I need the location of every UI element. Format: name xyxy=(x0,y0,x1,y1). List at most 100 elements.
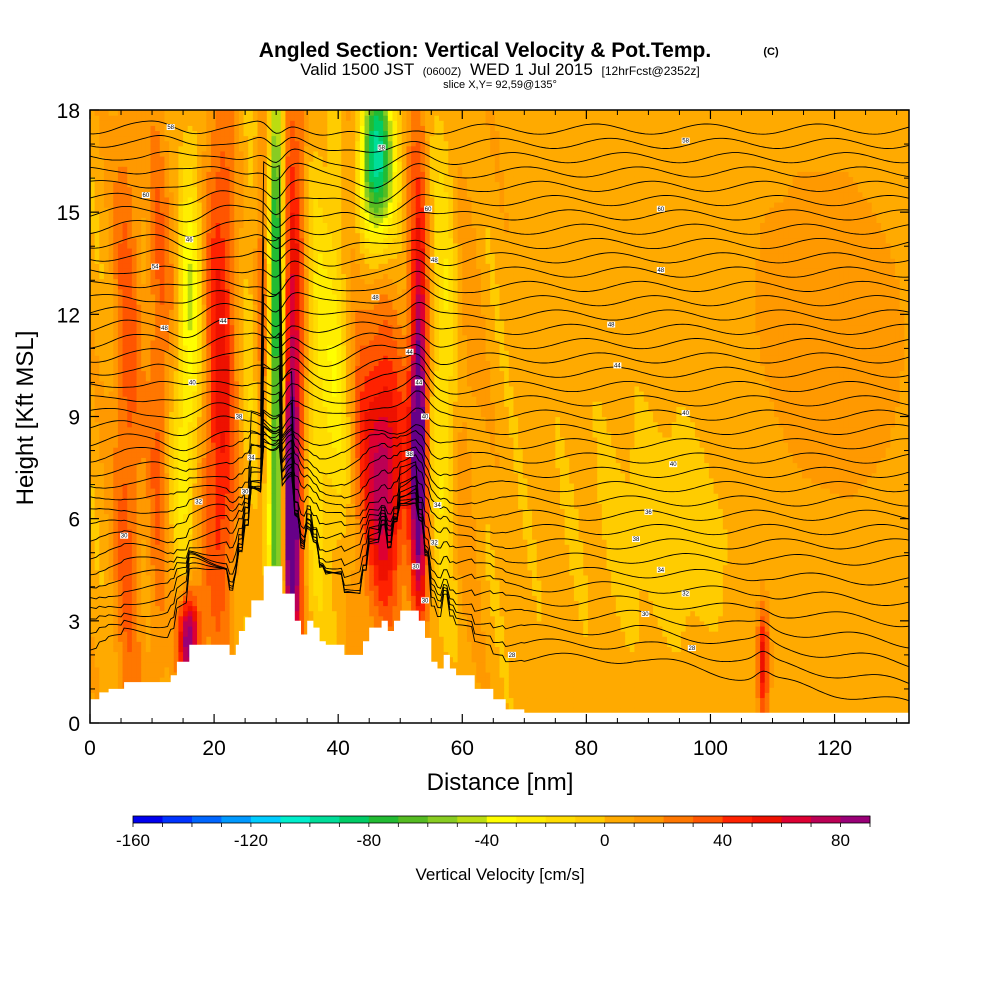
velocity-cell xyxy=(141,115,147,121)
velocity-cell xyxy=(197,426,203,433)
velocity-cell xyxy=(150,518,156,525)
velocity-cell xyxy=(234,380,240,387)
velocity-cell xyxy=(159,242,166,249)
velocity-cell xyxy=(113,595,119,601)
velocity-cell xyxy=(234,467,240,474)
velocity-cell xyxy=(187,115,193,121)
velocity-cell xyxy=(248,150,254,157)
velocity-cell xyxy=(90,145,96,152)
velocity-cell xyxy=(113,661,119,668)
velocity-cell xyxy=(127,263,133,269)
velocity-cell xyxy=(201,258,207,264)
velocity-cell xyxy=(210,171,217,178)
velocity-cell xyxy=(215,319,221,326)
velocity-cell xyxy=(136,125,142,132)
velocity-cell xyxy=(178,482,184,489)
velocity-cell xyxy=(276,360,282,367)
velocity-cell xyxy=(117,360,124,367)
velocity-cell xyxy=(90,671,96,678)
velocity-cell xyxy=(159,227,166,234)
velocity-cell xyxy=(229,207,235,213)
velocity-cell xyxy=(90,411,96,418)
velocity-cell xyxy=(103,232,110,239)
velocity-cell xyxy=(206,125,212,132)
velocity-cell xyxy=(164,319,170,326)
velocity-cell xyxy=(243,539,249,545)
velocity-cell xyxy=(183,651,189,658)
velocity-cell xyxy=(192,207,198,213)
velocity-cell xyxy=(271,559,277,566)
velocity-cell xyxy=(252,533,259,540)
velocity-cell xyxy=(257,544,263,550)
velocity-cell xyxy=(159,293,166,300)
velocity-cell xyxy=(164,431,170,438)
velocity-cell xyxy=(252,564,259,571)
velocity-cell xyxy=(136,493,142,499)
velocity-cell xyxy=(169,222,175,229)
velocity-cell xyxy=(117,493,124,499)
velocity-cell xyxy=(103,421,110,428)
velocity-cell xyxy=(113,247,119,254)
velocity-cell xyxy=(192,304,198,310)
velocity-cell xyxy=(90,120,96,126)
velocity-cell xyxy=(141,559,147,566)
velocity-cell xyxy=(150,656,156,663)
velocity-cell xyxy=(145,605,152,612)
velocity-cell xyxy=(266,452,273,458)
velocity-cell xyxy=(164,227,170,234)
velocity-cell xyxy=(262,477,268,484)
velocity-cell xyxy=(127,636,133,642)
velocity-cell xyxy=(131,380,138,387)
velocity-cell xyxy=(155,344,161,351)
velocity-cell xyxy=(155,227,161,234)
velocity-cell xyxy=(122,625,128,632)
velocity-cell xyxy=(271,544,277,550)
velocity-cell xyxy=(192,237,198,244)
velocity-cell xyxy=(117,283,124,290)
velocity-cell xyxy=(243,528,249,535)
velocity-cell xyxy=(145,447,152,453)
velocity-cell xyxy=(127,585,133,591)
velocity-cell xyxy=(248,539,254,545)
velocity-cell xyxy=(136,227,142,234)
velocity-cell xyxy=(229,181,235,188)
velocity-cell xyxy=(187,161,193,167)
velocity-cell xyxy=(136,319,142,326)
velocity-cell xyxy=(248,273,254,280)
velocity-cell xyxy=(229,334,235,341)
velocity-cell xyxy=(94,411,100,418)
velocity-cell xyxy=(206,493,212,499)
velocity-cell xyxy=(113,431,119,438)
velocity-cell xyxy=(224,283,231,290)
velocity-cell xyxy=(257,355,263,361)
velocity-cell xyxy=(150,232,156,239)
velocity-cell xyxy=(150,176,156,183)
velocity-cell xyxy=(234,247,240,254)
velocity-cell xyxy=(266,304,273,310)
velocity-cell xyxy=(238,125,245,132)
velocity-cell xyxy=(197,513,203,520)
velocity-cell xyxy=(252,355,259,361)
velocity-cell xyxy=(178,120,184,126)
velocity-cell xyxy=(127,559,133,566)
velocity-cell xyxy=(90,590,96,596)
velocity-cell xyxy=(173,539,180,545)
velocity-cell xyxy=(117,503,124,510)
velocity-cell xyxy=(276,120,282,126)
velocity-cell xyxy=(131,513,138,520)
velocity-cell xyxy=(276,196,282,203)
velocity-cell xyxy=(150,564,156,571)
velocity-cell xyxy=(201,263,207,269)
velocity-cell xyxy=(224,150,231,157)
velocity-cell xyxy=(183,401,189,407)
velocity-cell xyxy=(210,186,217,193)
velocity-cell xyxy=(192,253,198,259)
velocity-cell xyxy=(266,324,273,331)
velocity-cell xyxy=(215,253,221,259)
velocity-cell xyxy=(127,370,133,377)
velocity-cell xyxy=(220,508,226,515)
velocity-cell xyxy=(169,242,175,249)
velocity-cell xyxy=(192,247,198,254)
velocity-cell xyxy=(178,385,184,392)
velocity-cell xyxy=(173,176,180,183)
